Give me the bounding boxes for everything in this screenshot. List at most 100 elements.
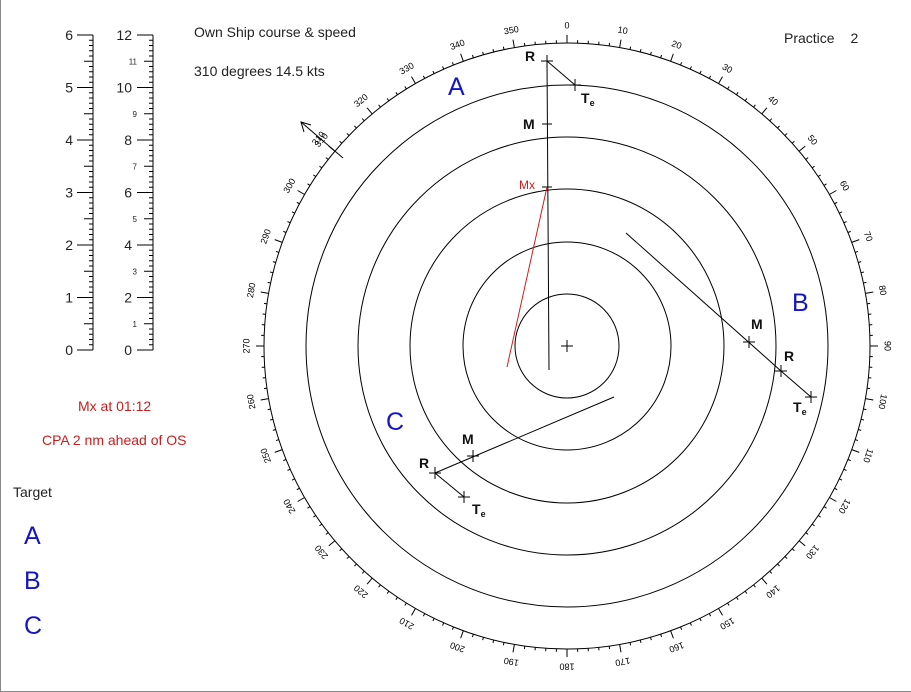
compass-tick xyxy=(699,618,702,622)
practice-label: Practice 2 xyxy=(784,30,858,46)
compass-tick xyxy=(442,622,445,626)
compass-tick xyxy=(744,98,748,102)
compass-tick xyxy=(451,62,454,66)
compass-tick xyxy=(275,250,279,253)
compass-tick xyxy=(761,577,768,585)
compass-tick xyxy=(843,221,847,224)
practice-number: 2 xyxy=(850,30,859,46)
compass-tick xyxy=(629,642,632,646)
own-ship-label: Own Ship course & speed xyxy=(194,24,356,40)
compass-tick xyxy=(769,118,773,122)
compass-tick xyxy=(829,190,837,195)
ruler-minutes-label: 6 xyxy=(124,185,132,201)
target-a-relative-motion-line xyxy=(546,60,550,371)
range-ring-3 xyxy=(409,188,725,504)
compass-tick xyxy=(639,639,642,644)
compass-tick xyxy=(366,577,373,585)
compass-tick xyxy=(512,39,515,48)
target-list-item-a[interactable]: A xyxy=(24,522,41,550)
compass-tick xyxy=(834,201,838,205)
compass-tick xyxy=(823,183,827,186)
compass-tick xyxy=(860,271,865,274)
ruler-nm-label: 5 xyxy=(65,80,73,96)
compass-tick xyxy=(847,459,851,462)
compass-tick xyxy=(855,439,859,442)
compass-tick xyxy=(670,53,674,62)
bearing-label-230: 230 xyxy=(313,543,330,561)
compass-tick xyxy=(680,62,683,66)
bearing-label-270: 270 xyxy=(241,338,251,353)
compass-tick xyxy=(361,570,365,574)
ruler-nm-label: 1 xyxy=(65,290,73,306)
range-ring-2 xyxy=(462,241,672,451)
target-a-m-label: M xyxy=(523,116,535,132)
compass-tick xyxy=(817,515,821,518)
compass-tick xyxy=(843,468,847,471)
compass-tick xyxy=(291,478,295,481)
compass-tick xyxy=(287,468,291,471)
compass-tick xyxy=(274,239,283,243)
bearing-label-10: 10 xyxy=(617,24,629,36)
compass-tick xyxy=(272,261,276,263)
target-b-plot xyxy=(625,232,817,403)
compass-tick xyxy=(386,590,390,594)
compass-tick xyxy=(727,602,730,606)
compass-tick xyxy=(386,98,390,102)
target-b-relative-motion-line xyxy=(625,232,782,372)
compass-tick xyxy=(492,48,495,53)
bearing-label-290: 290 xyxy=(258,228,273,246)
compass-tick xyxy=(275,439,279,442)
compass-tick xyxy=(260,291,269,294)
bearing-label-90: 90 xyxy=(883,341,893,351)
ruler-nm-label: 2 xyxy=(65,237,73,253)
compass-tick xyxy=(823,506,827,509)
ruler-nm-label: 0 xyxy=(65,342,73,358)
ruler-minutes-minor-label: 5 xyxy=(133,215,138,224)
compass-tick xyxy=(502,642,505,646)
compass-tick xyxy=(855,250,859,253)
compass-tick xyxy=(283,230,287,233)
compass-tick xyxy=(708,75,712,79)
compass-tick xyxy=(313,515,317,518)
target-list-item-b[interactable]: B xyxy=(24,567,41,595)
compass-tick xyxy=(296,201,300,205)
ruler-minutes-label: 12 xyxy=(116,27,132,43)
compass-tick xyxy=(354,563,357,567)
compass-tick xyxy=(395,92,398,96)
compass-tick xyxy=(817,174,821,177)
compass-tick xyxy=(769,570,773,574)
compass-tick xyxy=(650,51,652,55)
target-b-t-label: Te xyxy=(793,399,807,417)
compass-tick xyxy=(422,75,426,79)
bearing-label-220: 220 xyxy=(352,583,370,600)
compass-tick xyxy=(297,190,305,195)
compass-tick xyxy=(297,497,305,502)
bearing-label-330: 330 xyxy=(398,60,416,76)
compass-tick xyxy=(319,523,323,527)
target-b-true-vector xyxy=(780,370,812,398)
compass-tick xyxy=(307,183,311,186)
compass-tick xyxy=(432,618,435,622)
target-a-mx-label: Mx xyxy=(519,178,535,192)
bearing-label-210: 210 xyxy=(398,616,416,632)
cpa-info: CPA 2 nm ahead of OS xyxy=(42,432,187,448)
compass-tick xyxy=(272,429,276,431)
target-list-item-c[interactable]: C xyxy=(24,612,43,640)
compass-tick xyxy=(619,39,622,48)
compass-tick xyxy=(366,107,373,115)
compass-tick xyxy=(404,602,407,606)
compass-tick xyxy=(346,556,350,559)
compass-tick xyxy=(269,418,274,421)
compass-tick xyxy=(670,630,674,639)
compass-tick xyxy=(860,418,865,421)
ruler-minutes-minor-label: 1 xyxy=(133,320,138,329)
bearing-label-260: 260 xyxy=(245,393,257,410)
compass-tick xyxy=(791,548,795,552)
bearing-label-300: 300 xyxy=(281,177,297,195)
scale-ruler-minutes: 12 10 8 6 4 2 0 11 9 7 5 3 1 xyxy=(116,27,154,358)
compass-tick xyxy=(619,644,622,653)
target-a-t-label: Te xyxy=(581,90,595,108)
ruler-nm-label: 3 xyxy=(65,185,73,201)
compass-tick xyxy=(753,584,756,588)
compass-tick xyxy=(325,532,329,535)
